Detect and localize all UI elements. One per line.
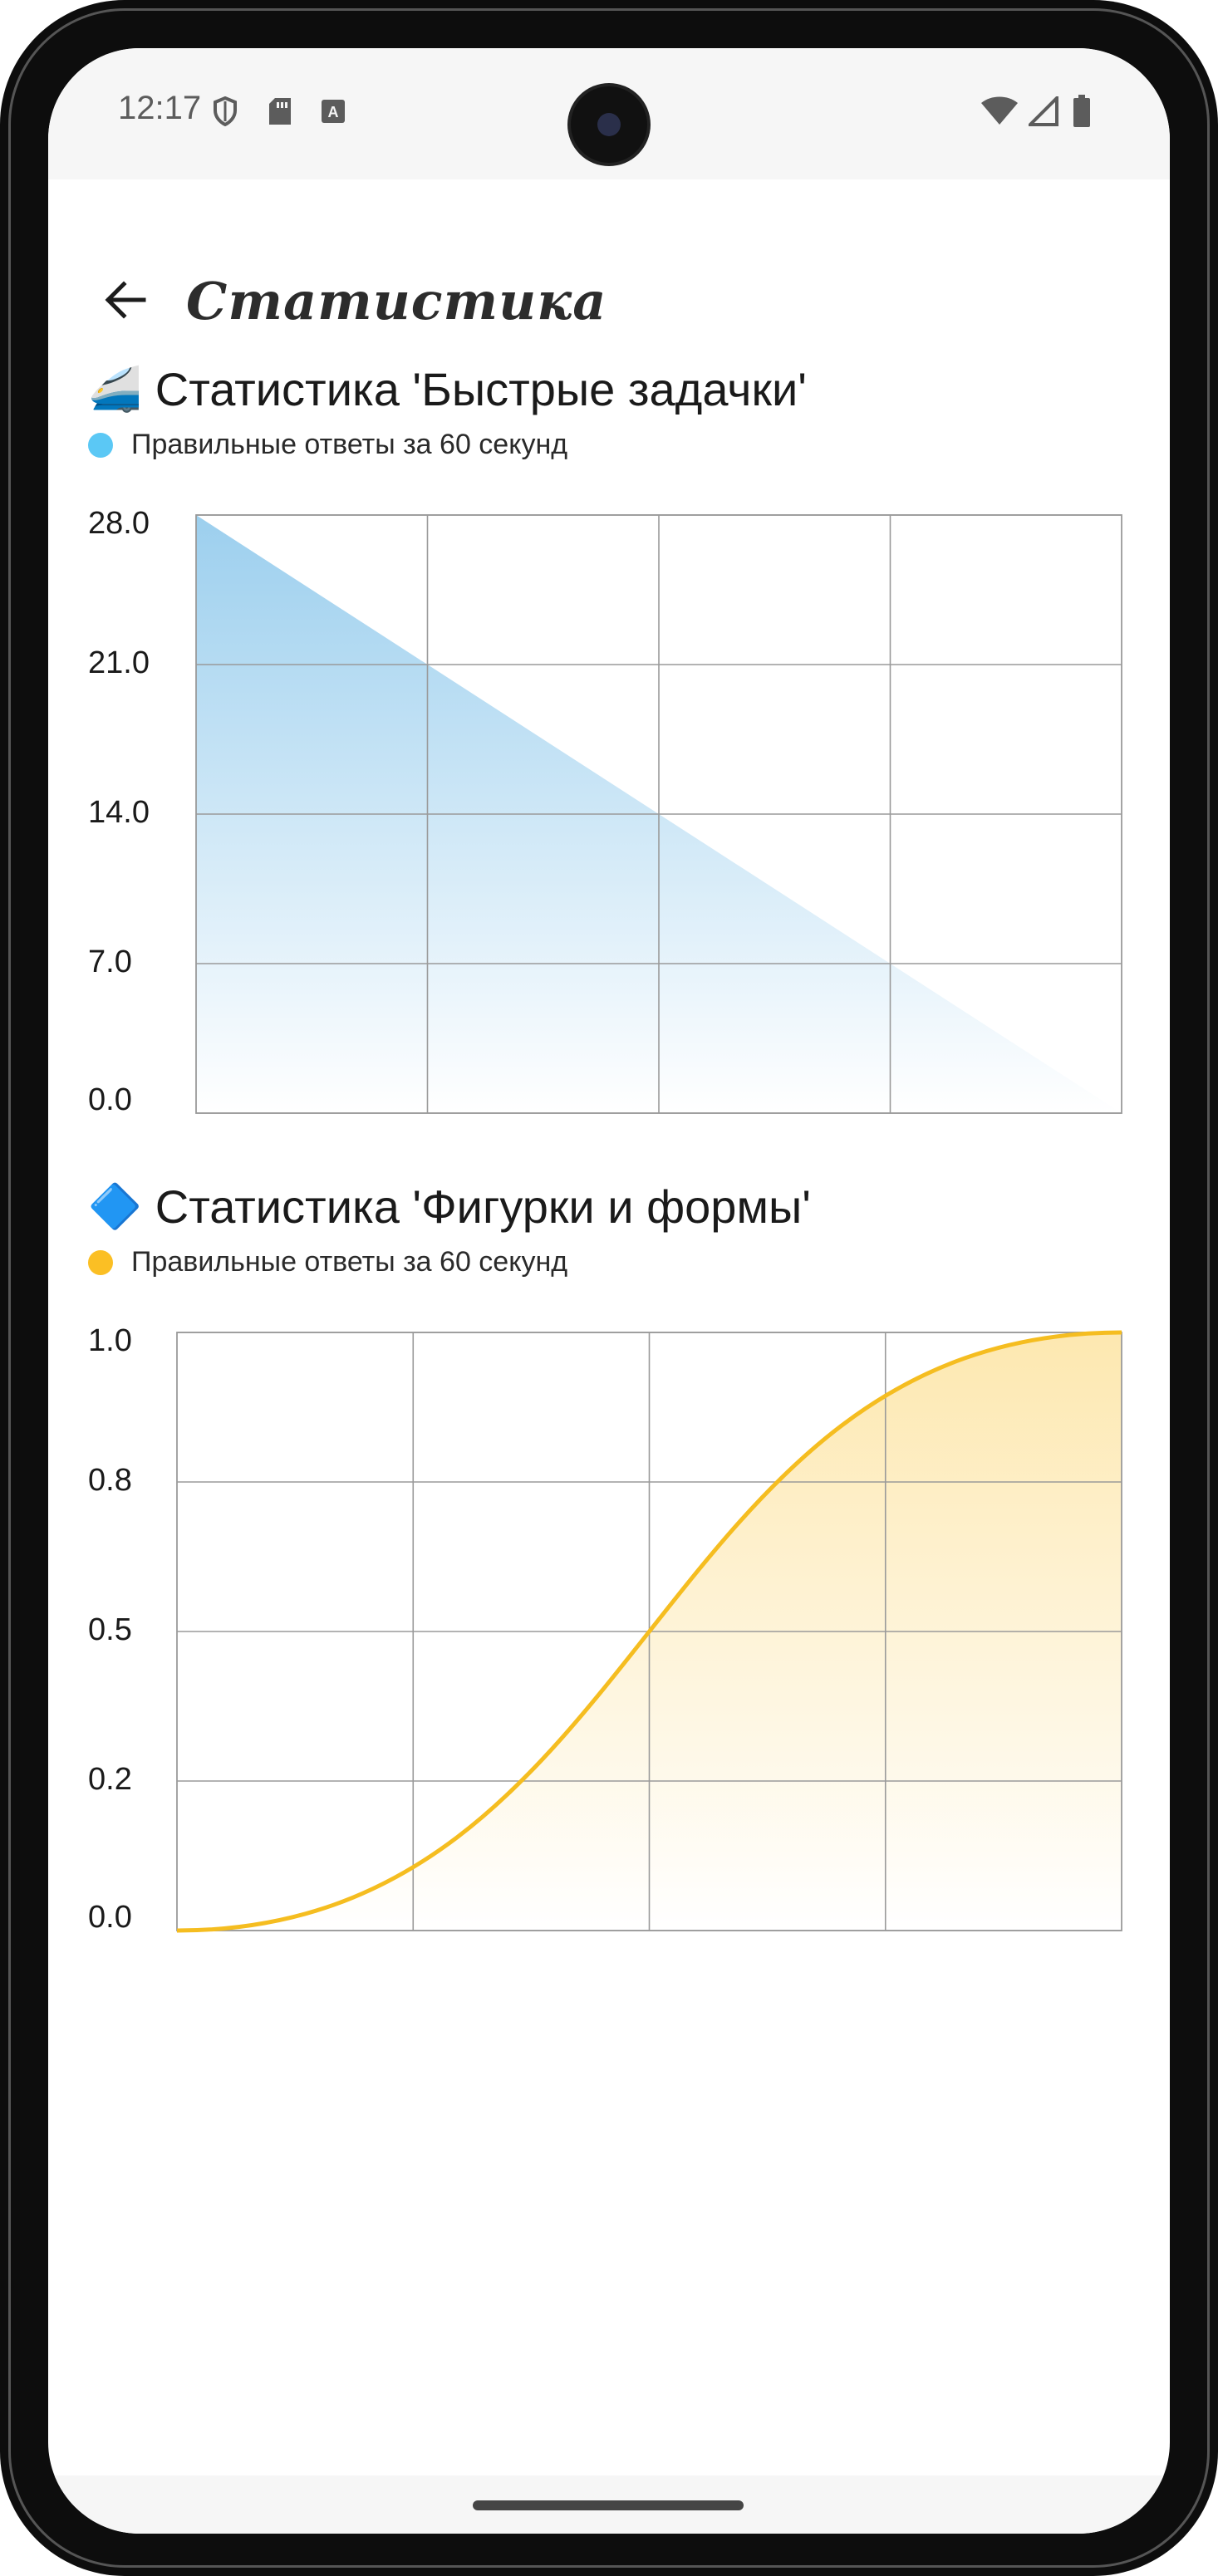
y-tick-label: 21.0 [88, 645, 150, 680]
legend-label: Правильные ответы за 60 секунд [131, 429, 568, 460]
y-tick-label: 0.5 [88, 1612, 132, 1647]
back-button[interactable] [88, 263, 163, 337]
y-tick-label: 0.0 [88, 1900, 132, 1935]
plot-border [195, 514, 1122, 1114]
legend-dot [88, 1249, 113, 1275]
y-tick-label: 0.8 [88, 1463, 132, 1498]
app-bar: Статистика [48, 179, 1170, 362]
legend-label: Правильные ответы за 60 секунд [131, 1246, 568, 1278]
arrow-left-icon [105, 281, 146, 319]
legend-dot [88, 432, 113, 458]
plot-border [176, 1332, 1122, 1931]
phone-screen: 12:17 A [48, 48, 1170, 2534]
chart-legend-figures-shapes: Правильные ответы за 60 секунд [88, 1246, 567, 1278]
y-tick-label: 0.0 [88, 1082, 132, 1117]
phone-frame-edge [8, 8, 1210, 2568]
section-title-figures-shapes: 🔷 Статистика 'Фигурки и формы' [88, 1180, 811, 1234]
section-title-text: Статистика 'Быстрые задачки' [155, 363, 807, 415]
sd-card-icon [268, 96, 292, 126]
section-title-text: Статистика 'Фигурки и формы' [155, 1180, 811, 1233]
y-tick-label: 14.0 [88, 795, 150, 830]
status-time: 12:17 [118, 90, 202, 126]
y-tick-label: 28.0 [88, 506, 150, 541]
battery-icon [1072, 95, 1092, 127]
front-camera [571, 86, 647, 163]
chart-legend-quick-tasks: Правильные ответы за 60 секунд [88, 429, 567, 461]
svg-text:A: A [328, 104, 339, 120]
series-line [176, 1330, 1122, 1933]
diamond-icon: 🔷 [88, 1183, 142, 1231]
train-icon: 🚄 [88, 366, 142, 414]
section-title-quick-tasks: 🚄 Статистика 'Быстрые задачки' [88, 362, 807, 416]
y-tick-label: 0.2 [88, 1762, 132, 1797]
home-gesture-handle[interactable] [473, 2500, 744, 2510]
page-title: Статистика [186, 271, 607, 331]
wifi-icon [980, 96, 1019, 126]
y-tick-label: 7.0 [88, 945, 132, 979]
chart-quick-tasks: 0.0 7.0 14.0 21.0 28.0 [48, 497, 1170, 1128]
navigation-bar [48, 2475, 1170, 2534]
area-chart-figures-shapes: 0.0 0.2 0.5 0.8 1.0 [88, 1323, 1122, 1935]
y-tick-label: 1.0 [88, 1323, 132, 1358]
font-icon: A [321, 96, 346, 126]
signal-icon [1029, 96, 1058, 126]
chart-figures-shapes: 0.0 0.2 0.5 0.8 1.0 [48, 1314, 1170, 1945]
area-chart-quick-tasks: 0.0 7.0 14.0 21.0 28.0 [88, 506, 1122, 1117]
shield-icon [213, 96, 238, 126]
status-bar: 12:17 A [48, 48, 1170, 179]
